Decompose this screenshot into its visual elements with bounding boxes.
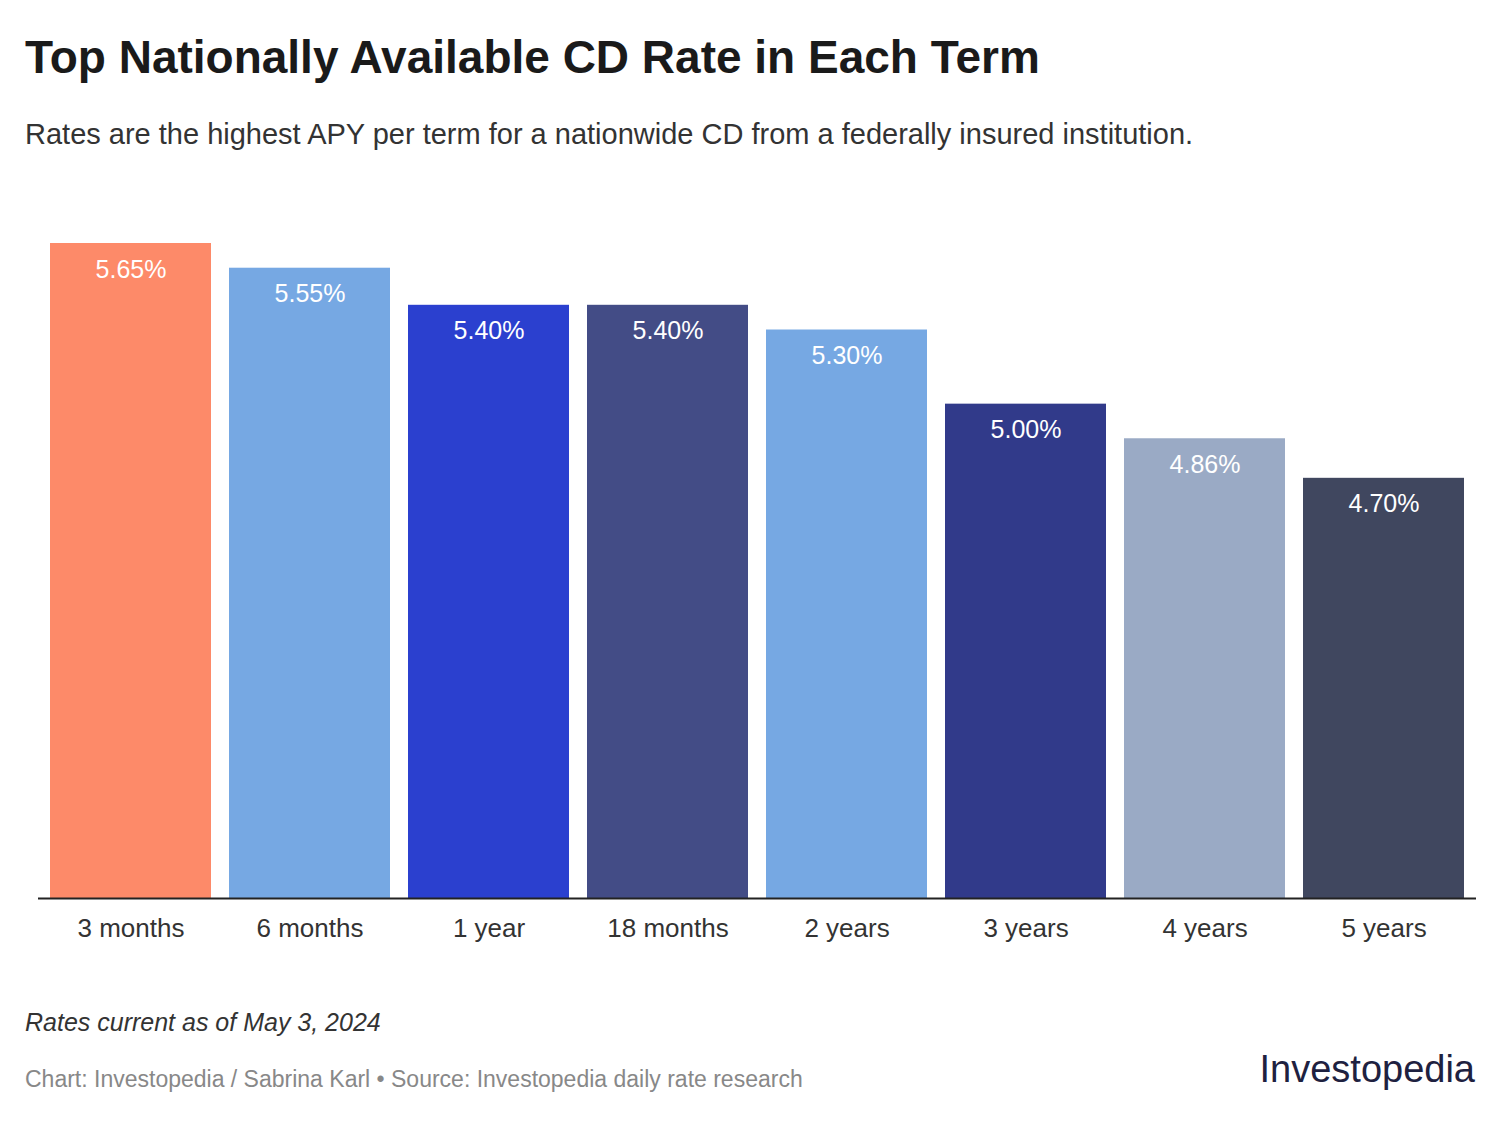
svg-text:3 years: 3 years [983,913,1068,943]
html-text:Chart: Investopedia / Sabrina: Chart: Investopedia / Sabrina Karl • Sou… [25,1066,803,1092]
svg-text:5 years: 5 years [1341,913,1426,943]
html-text:Rates current as of May 3, 202: Rates current as of May 3, 2024 [25,1008,381,1036]
html-text:Rates are the highest APY per: Rates are the highest APY per term for a… [25,118,1194,150]
svg-text:5.00%: 5.00% [991,415,1062,443]
svg-text:5.65%: 5.65% [96,255,167,283]
svg-text:1 year: 1 year [453,913,526,943]
html-text:Top Nationally Available CD Ra: Top Nationally Available CD Rate in Each… [25,31,1040,83]
svg-text:2 years: 2 years [804,913,889,943]
svg-text:4.70%: 4.70% [1349,489,1420,517]
svg-text:5.40%: 5.40% [454,316,525,344]
svg-text:5.55%: 5.55% [275,279,346,307]
svg-text:18 months: 18 months [607,913,728,943]
svg-text:4.86%: 4.86% [1170,450,1241,478]
svg-text:5.40%: 5.40% [633,316,704,344]
svg-text:3 months: 3 months [78,913,185,943]
html-text:Investopedia: Investopedia [1259,1048,1475,1090]
svg-text:6 months: 6 months [257,913,364,943]
svg-text:4 years: 4 years [1162,913,1247,943]
svg-text:5.30%: 5.30% [812,341,883,369]
